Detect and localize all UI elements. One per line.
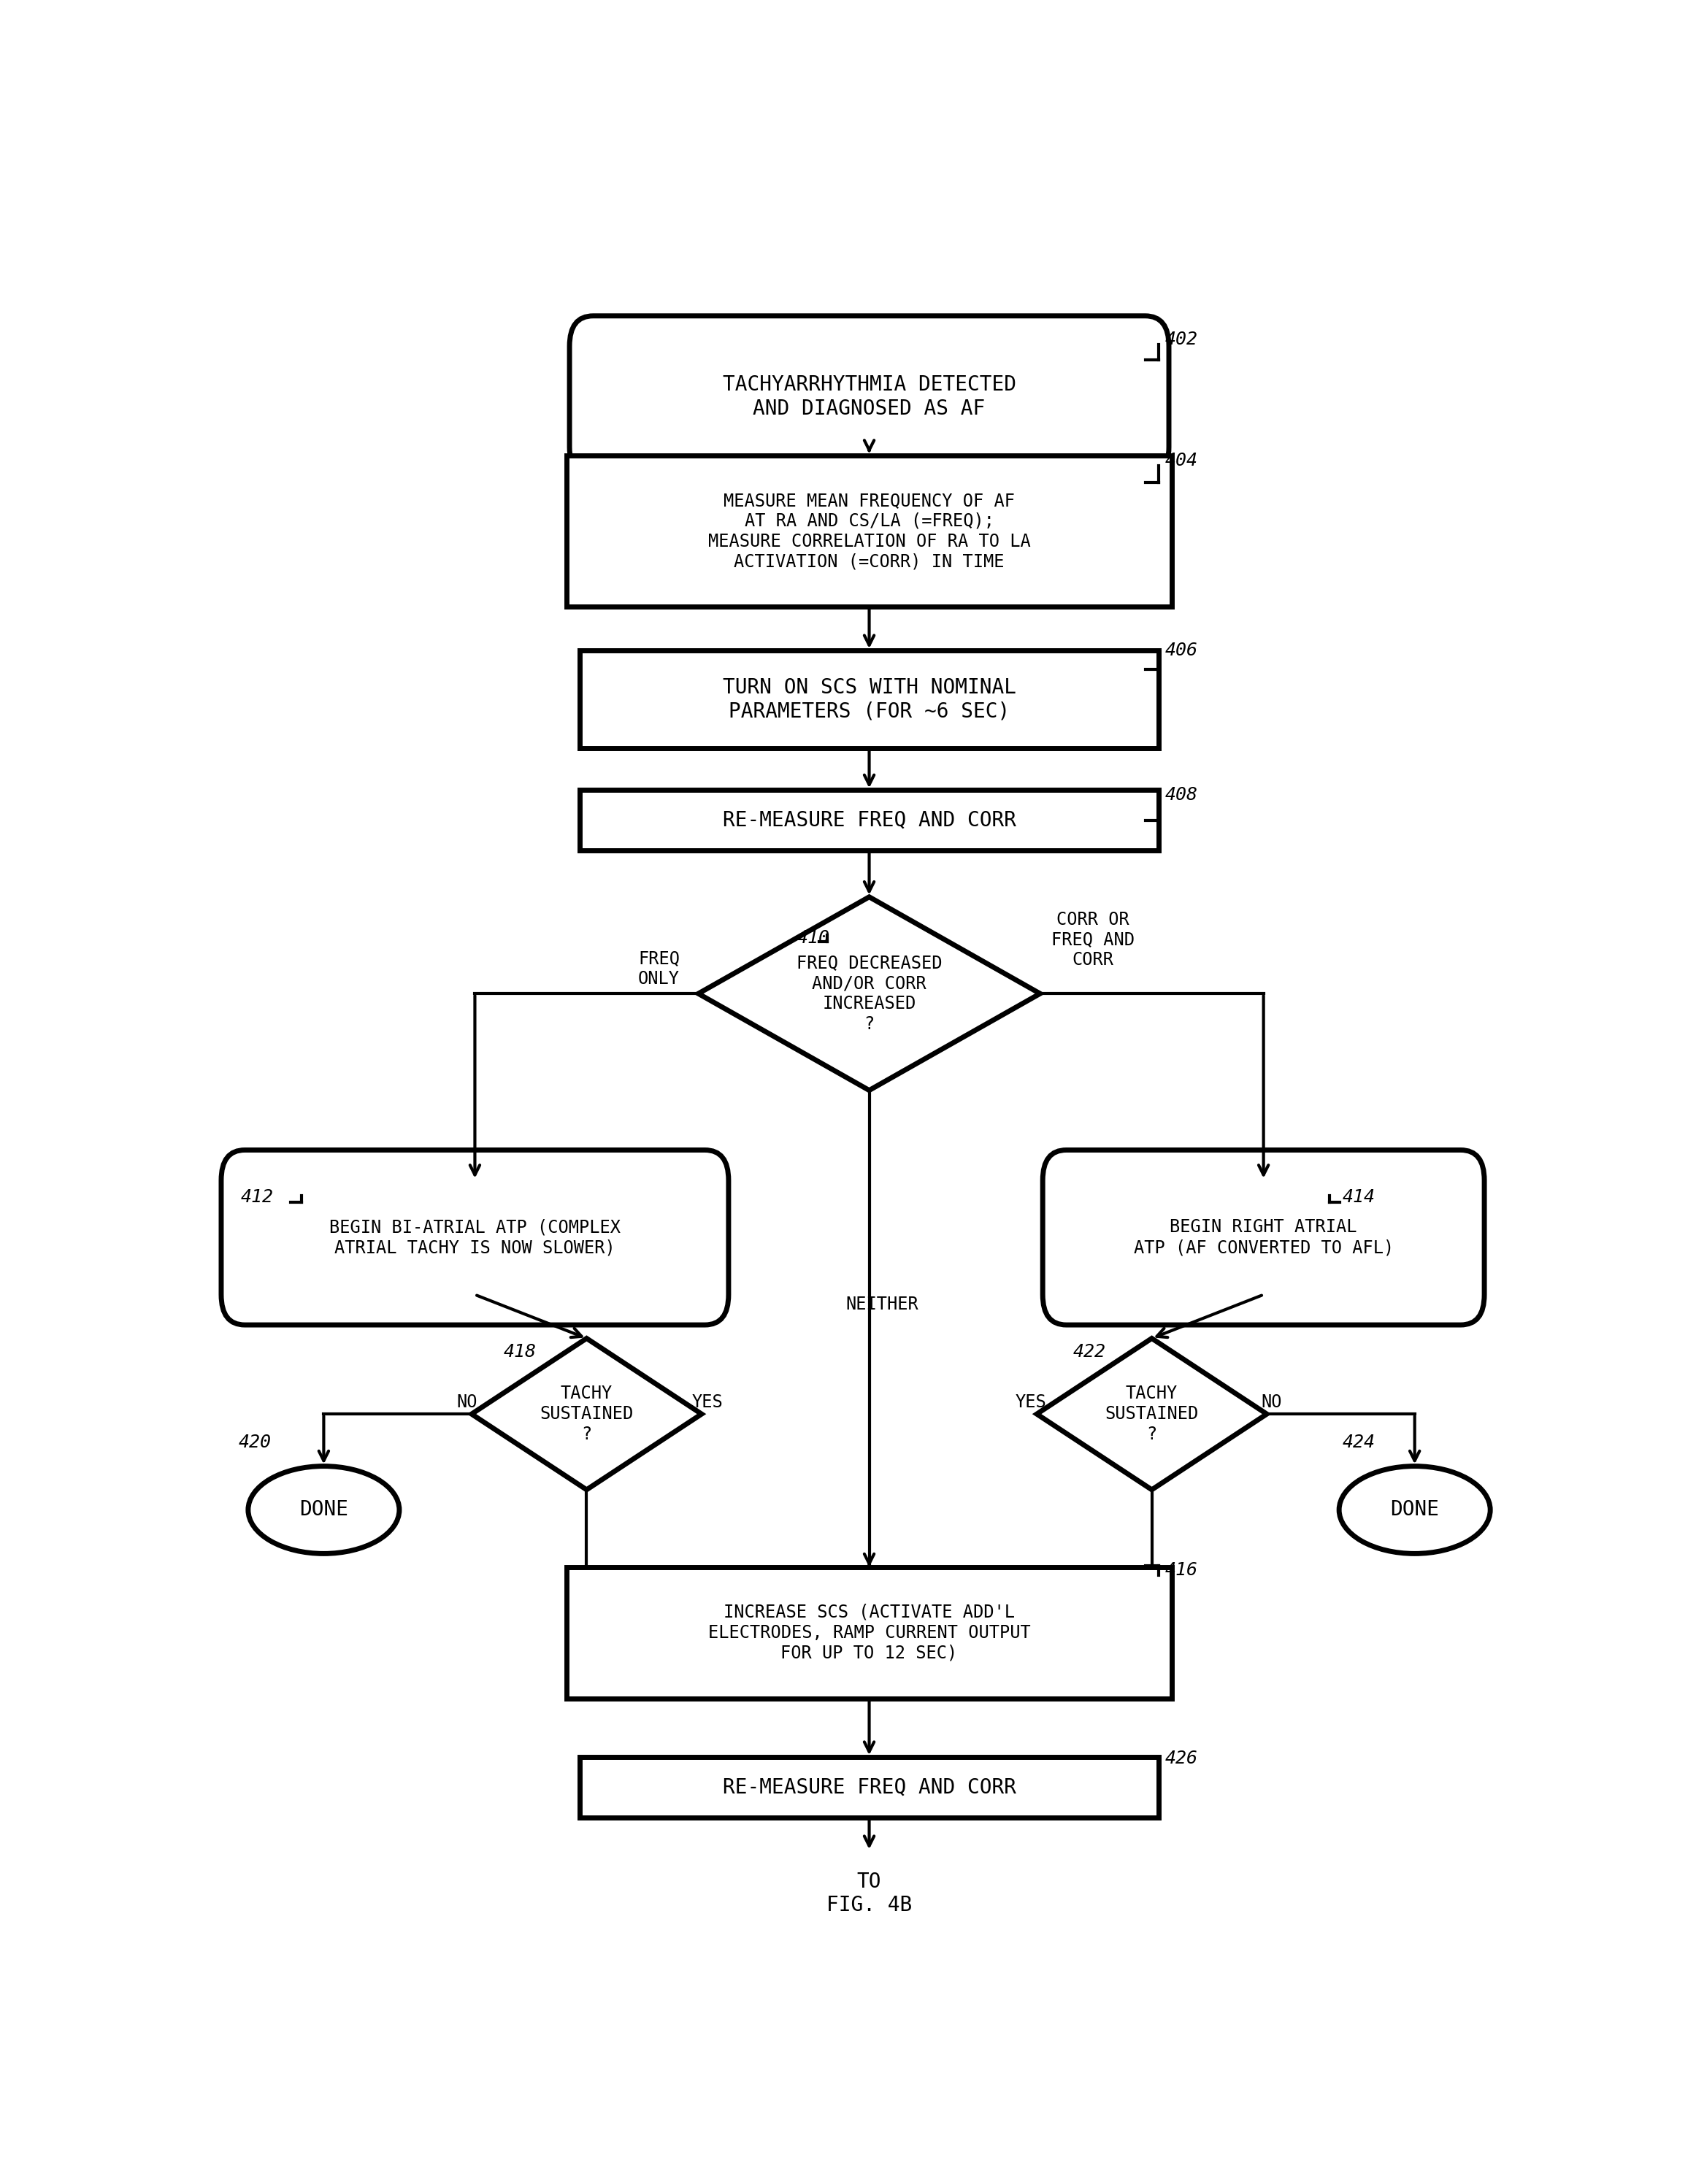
Text: TURN ON SCS WITH NOMINAL
PARAMETERS (FOR ~6 SEC): TURN ON SCS WITH NOMINAL PARAMETERS (FOR…	[722, 677, 1016, 721]
Text: DONE: DONE	[1391, 1500, 1440, 1520]
Text: RE-MEASURE FREQ AND CORR: RE-MEASURE FREQ AND CORR	[722, 810, 1016, 830]
Bar	[580, 1758, 1158, 1817]
Text: 414: 414	[1343, 1188, 1375, 1206]
Text: TO
FIG. 4B: TO FIG. 4B	[826, 1872, 912, 1915]
Text: NO: NO	[456, 1393, 477, 1411]
Ellipse shape	[1340, 1465, 1491, 1553]
Text: 426: 426	[1165, 1749, 1197, 1767]
Text: TACHY
SUSTAINED
?: TACHY SUSTAINED ?	[539, 1385, 633, 1444]
Text: BEGIN BI-ATRIAL ATP (COMPLEX
ATRIAL TACHY IS NOW SLOWER): BEGIN BI-ATRIAL ATP (COMPLEX ATRIAL TACH…	[329, 1219, 621, 1256]
Text: NEITHER: NEITHER	[846, 1295, 919, 1313]
FancyBboxPatch shape	[1043, 1151, 1484, 1326]
Text: 412: 412	[241, 1188, 273, 1206]
Text: TACHY
SUSTAINED
?: TACHY SUSTAINED ?	[1106, 1385, 1199, 1444]
Polygon shape	[699, 898, 1040, 1090]
Polygon shape	[1036, 1339, 1267, 1489]
Text: BEGIN RIGHT ATRIAL
ATP (AF CONVERTED TO AFL): BEGIN RIGHT ATRIAL ATP (AF CONVERTED TO …	[1133, 1219, 1394, 1256]
Text: TACHYARRHYTHMIA DETECTED
AND DIAGNOSED AS AF: TACHYARRHYTHMIA DETECTED AND DIAGNOSED A…	[722, 376, 1016, 419]
Text: NO: NO	[1262, 1393, 1282, 1411]
Text: 422: 422	[1074, 1343, 1106, 1361]
Text: YES: YES	[1016, 1393, 1046, 1411]
Text: 410: 410	[797, 930, 829, 948]
Polygon shape	[471, 1339, 702, 1489]
Bar	[580, 651, 1158, 749]
Text: 416: 416	[1165, 1562, 1197, 1579]
Text: RE-MEASURE FREQ AND CORR: RE-MEASURE FREQ AND CORR	[722, 1778, 1016, 1797]
Bar	[566, 1568, 1172, 1699]
Bar	[580, 791, 1158, 852]
Text: 418: 418	[504, 1343, 536, 1361]
Text: FREQ DECREASED
AND/OR CORR
INCREASED
?: FREQ DECREASED AND/OR CORR INCREASED ?	[797, 954, 941, 1033]
Text: 420: 420	[237, 1435, 271, 1452]
Text: CORR OR
FREQ AND
CORR: CORR OR FREQ AND CORR	[1052, 911, 1135, 970]
Ellipse shape	[248, 1465, 399, 1553]
FancyBboxPatch shape	[570, 317, 1169, 478]
Bar	[566, 456, 1172, 607]
Text: FREQ
ONLY: FREQ ONLY	[638, 950, 680, 987]
Text: 424: 424	[1343, 1435, 1375, 1452]
Text: MEASURE MEAN FREQUENCY OF AF
AT RA AND CS/LA (=FREQ);
MEASURE CORRELATION OF RA : MEASURE MEAN FREQUENCY OF AF AT RA AND C…	[707, 491, 1031, 570]
Text: 402: 402	[1165, 330, 1197, 347]
Text: DONE: DONE	[298, 1500, 348, 1520]
Text: 404: 404	[1165, 452, 1197, 470]
Text: 408: 408	[1165, 786, 1197, 804]
Text: INCREASE SCS (ACTIVATE ADD'L
ELECTRODES, RAMP CURRENT OUTPUT
FOR UP TO 12 SEC): INCREASE SCS (ACTIVATE ADD'L ELECTRODES,…	[707, 1603, 1031, 1662]
FancyBboxPatch shape	[220, 1151, 729, 1326]
Text: 406: 406	[1165, 642, 1197, 660]
Text: YES: YES	[692, 1393, 722, 1411]
